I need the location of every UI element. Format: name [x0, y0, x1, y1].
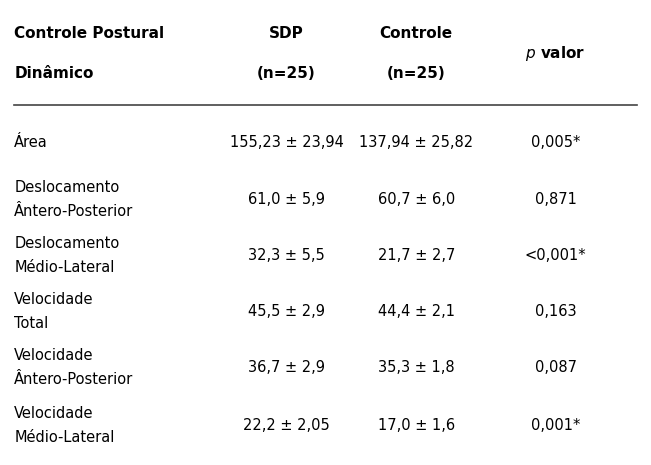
Text: (n=25): (n=25) [387, 66, 446, 80]
Text: 44,4 ± 2,1: 44,4 ± 2,1 [378, 304, 455, 319]
Text: 0,163: 0,163 [535, 304, 576, 319]
Text: SDP: SDP [270, 26, 304, 41]
Text: Controle: Controle [380, 26, 453, 41]
Text: 17,0 ± 1,6: 17,0 ± 1,6 [378, 418, 455, 433]
Text: 0,005*: 0,005* [531, 135, 580, 150]
Text: 36,7 ± 2,9: 36,7 ± 2,9 [248, 360, 325, 375]
Text: Velocidade: Velocidade [14, 348, 94, 363]
Text: Controle Postural: Controle Postural [14, 26, 165, 41]
Text: 0,001*: 0,001* [531, 418, 580, 433]
Text: 60,7 ± 6,0: 60,7 ± 6,0 [378, 192, 455, 207]
Text: 32,3 ± 5,5: 32,3 ± 5,5 [248, 248, 325, 263]
Text: $\it{p}$ valor: $\it{p}$ valor [525, 44, 586, 63]
Text: Médio-Lateral: Médio-Lateral [14, 260, 115, 275]
Text: Médio-Lateral: Médio-Lateral [14, 430, 115, 445]
Text: 137,94 ± 25,82: 137,94 ± 25,82 [359, 135, 473, 150]
Text: 22,2 ± 2,05: 22,2 ± 2,05 [243, 418, 330, 433]
Text: 61,0 ± 5,9: 61,0 ± 5,9 [248, 192, 325, 207]
Text: Deslocamento: Deslocamento [14, 236, 120, 251]
Text: 45,5 ± 2,9: 45,5 ± 2,9 [248, 304, 325, 319]
Text: (n=25): (n=25) [257, 66, 316, 80]
Text: Velocidade: Velocidade [14, 406, 94, 421]
Text: Velocidade: Velocidade [14, 292, 94, 306]
Text: Total: Total [14, 316, 49, 331]
Text: 35,3 ± 1,8: 35,3 ± 1,8 [378, 360, 454, 375]
Text: 0,871: 0,871 [534, 192, 577, 207]
Text: 0,087: 0,087 [534, 360, 577, 375]
Text: Ântero-Posterior: Ântero-Posterior [14, 372, 133, 387]
Text: Ântero-Posterior: Ântero-Posterior [14, 204, 133, 219]
Text: <0,001*: <0,001* [525, 248, 587, 263]
Text: Área: Área [14, 135, 48, 150]
Text: Dinâmico: Dinâmico [14, 66, 94, 80]
Text: 21,7 ± 2,7: 21,7 ± 2,7 [378, 248, 455, 263]
Text: 155,23 ± 23,94: 155,23 ± 23,94 [230, 135, 344, 150]
Text: Deslocamento: Deslocamento [14, 179, 120, 195]
